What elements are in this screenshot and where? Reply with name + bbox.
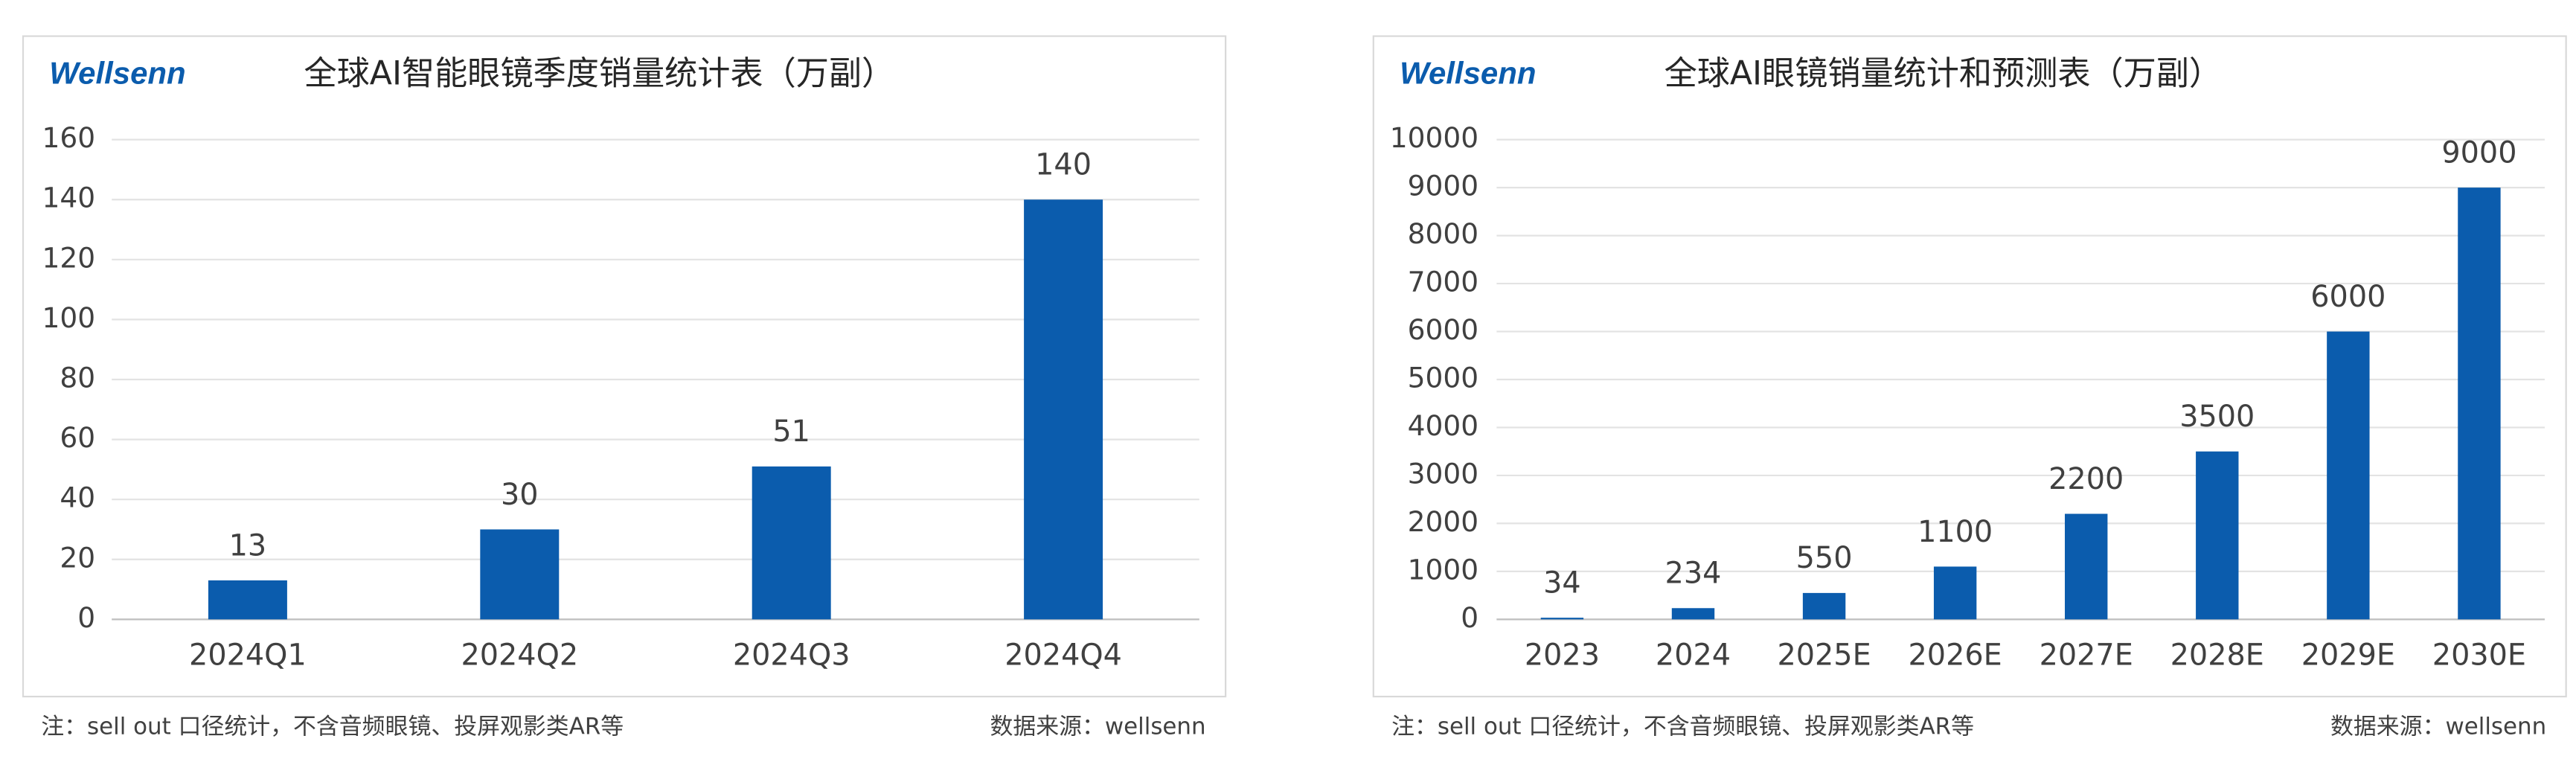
- y-tick-label: 1000: [1408, 553, 1478, 586]
- y-tick-label: 10000: [1390, 121, 1478, 154]
- bar: [480, 529, 560, 620]
- x-tick-label: 2030E: [2432, 638, 2526, 673]
- y-tick-label: 60: [60, 421, 95, 454]
- x-tick-label: 2026E: [1909, 638, 2002, 673]
- data-label: 3500: [2179, 400, 2255, 434]
- y-tick-label: 9000: [1408, 170, 1478, 202]
- data-label: 140: [1035, 148, 1092, 182]
- x-tick-label: 2024Q3: [733, 638, 850, 673]
- bar: [2327, 331, 2370, 620]
- data-label: 2200: [2048, 462, 2124, 496]
- data-label: 13: [229, 528, 267, 563]
- chart-title: 全球AI智能眼镜季度销量统计表（万副）: [304, 55, 895, 93]
- x-tick-label: 2024Q1: [189, 638, 307, 673]
- bar: [208, 580, 287, 620]
- x-tick-label: 2028E: [2170, 638, 2264, 673]
- data-label: 30: [501, 478, 539, 512]
- bar: [2196, 451, 2239, 620]
- x-tick-label: 2023: [1525, 638, 1600, 673]
- data-label: 9000: [2441, 135, 2516, 170]
- y-tick-label: 4000: [1408, 409, 1478, 442]
- logo: Wellsenn: [49, 56, 185, 91]
- data-label: 234: [1665, 557, 1722, 591]
- y-tick-label: 80: [60, 362, 95, 394]
- bar: [1540, 618, 1584, 620]
- y-tick-label: 140: [42, 182, 96, 214]
- x-tick-label: 2024: [1656, 638, 1731, 673]
- bar: [1024, 199, 1103, 620]
- bar: [2458, 188, 2501, 620]
- y-tick-label: 3000: [1408, 457, 1478, 490]
- source: 数据来源：wellsenn: [2330, 714, 2546, 740]
- data-label: 51: [772, 414, 810, 449]
- y-tick-label: 120: [42, 241, 96, 274]
- logo: Wellsenn: [1400, 56, 1536, 91]
- x-tick-label: 2024Q2: [461, 638, 578, 673]
- x-tick-label: 2029E: [2301, 638, 2395, 673]
- chart-frame: [1372, 35, 2567, 698]
- x-tick-label: 2025E: [1777, 638, 1871, 673]
- footnote: 注：sell out 口径统计，不含音频眼镜、投屏观影类AR等: [1391, 714, 1974, 740]
- chart-frame: [22, 35, 1227, 698]
- bar: [2065, 513, 2108, 620]
- bar: [1802, 592, 1846, 620]
- y-tick-label: 5000: [1408, 362, 1478, 394]
- y-tick-label: 6000: [1408, 313, 1478, 346]
- y-tick-label: 100: [42, 301, 96, 334]
- x-tick-label: 2027E: [2040, 638, 2133, 673]
- y-tick-label: 8000: [1408, 217, 1478, 250]
- y-tick-label: 7000: [1408, 266, 1478, 298]
- y-tick-label: 0: [1461, 601, 1478, 634]
- bar: [752, 466, 831, 620]
- y-tick-label: 0: [77, 601, 95, 634]
- bar: [1933, 566, 1977, 620]
- y-tick-label: 160: [42, 121, 96, 154]
- chart-title: 全球AI眼镜销量统计和预测表（万副）: [1665, 55, 2222, 93]
- data-label: 550: [1796, 541, 1853, 575]
- bar: [1671, 608, 1715, 620]
- footnote: 注：sell out 口径统计，不含音频眼镜、投屏观影类AR等: [41, 714, 624, 740]
- data-label: 1100: [1917, 515, 1993, 549]
- y-tick-label: 2000: [1408, 505, 1478, 538]
- y-tick-label: 40: [60, 481, 95, 514]
- x-tick-label: 2024Q4: [1005, 638, 1122, 673]
- source: 数据来源：wellsenn: [990, 714, 1205, 740]
- data-label: 6000: [2310, 280, 2386, 314]
- y-tick-label: 20: [60, 541, 95, 574]
- data-label: 34: [1543, 566, 1581, 600]
